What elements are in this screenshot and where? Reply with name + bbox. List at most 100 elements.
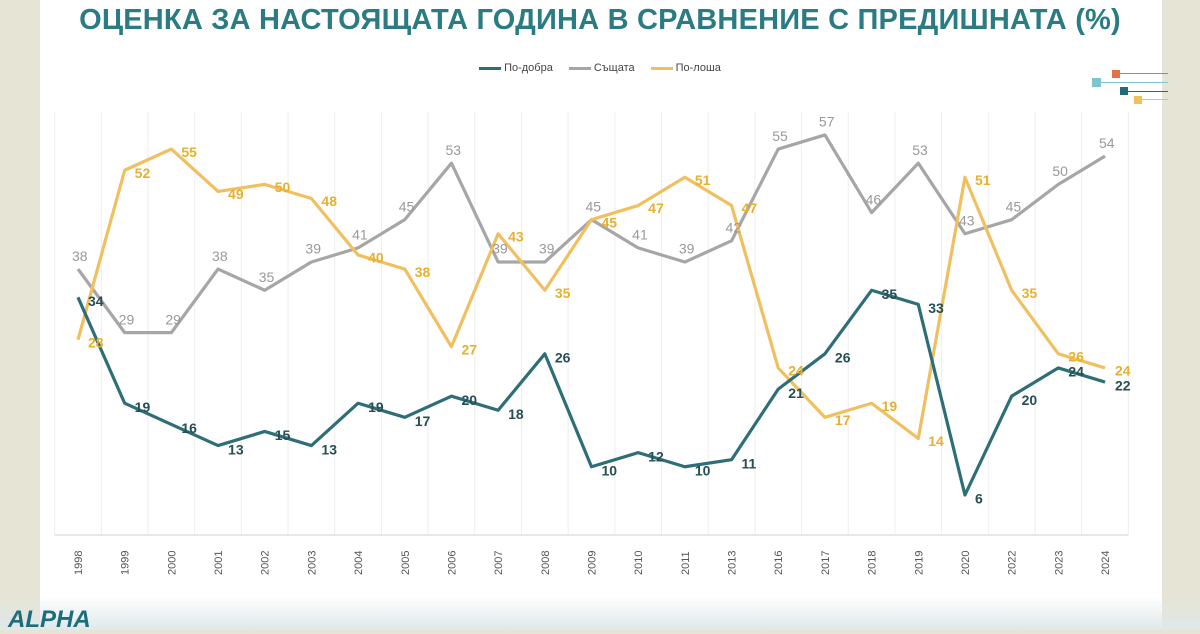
- data-label: 47: [742, 200, 758, 216]
- x-tick-label: 2013: [727, 551, 739, 575]
- legend-swatch: [650, 66, 673, 70]
- x-tick-label: 2016: [773, 551, 785, 575]
- data-label: 35: [882, 286, 898, 302]
- data-label: 24: [1068, 364, 1084, 380]
- legend: По-добра Същата По-лоша: [0, 62, 1200, 74]
- data-label: 42: [726, 220, 742, 236]
- data-label: 43: [508, 228, 524, 244]
- data-label: 45: [602, 214, 618, 230]
- data-label: 29: [119, 311, 135, 327]
- series-line-0: [76, 288, 1106, 497]
- x-tick-label: 2009: [587, 551, 599, 575]
- data-label: 28: [88, 334, 104, 350]
- x-tick-label: 2004: [353, 551, 365, 575]
- x-tick-label: 1998: [73, 551, 85, 575]
- data-label: 19: [882, 398, 898, 414]
- legend-item: По-лоша: [650, 62, 721, 74]
- x-tick-label: 1999: [120, 551, 132, 575]
- data-label: 11: [742, 455, 757, 471]
- data-label: 57: [819, 114, 835, 130]
- data-label: 24: [1115, 363, 1131, 379]
- data-label: 35: [1022, 285, 1038, 301]
- data-label: 53: [912, 142, 928, 158]
- data-label: 24: [788, 363, 804, 379]
- series-line-1: [76, 133, 1106, 335]
- x-tick-label: 2001: [213, 551, 225, 575]
- data-label: 20: [461, 392, 477, 408]
- data-label: 15: [275, 427, 291, 443]
- x-tick-label: 2003: [306, 551, 318, 575]
- alpha-research-logo: ALPHA: [8, 606, 91, 633]
- data-label: 29: [165, 311, 181, 327]
- data-label: 27: [461, 341, 477, 357]
- data-label: 39: [679, 241, 695, 257]
- x-tick-label: 2018: [867, 551, 879, 575]
- data-label: 26: [1068, 349, 1084, 365]
- data-label: 14: [928, 433, 944, 449]
- data-label: 19: [135, 399, 151, 415]
- data-label: 26: [835, 350, 851, 366]
- data-label: 39: [305, 241, 321, 257]
- data-label: 38: [212, 248, 228, 264]
- data-label: 33: [928, 300, 944, 316]
- x-tick-label: 2019: [913, 551, 925, 575]
- data-label: 39: [539, 241, 555, 257]
- data-label: 13: [228, 441, 244, 457]
- data-label: 21: [788, 385, 804, 401]
- data-label: 10: [695, 462, 711, 478]
- data-label: 49: [228, 186, 244, 202]
- data-label: 34: [88, 293, 104, 309]
- x-tick-label: 2024: [1100, 551, 1112, 575]
- data-label: 12: [648, 448, 664, 464]
- data-label: 54: [1099, 135, 1115, 151]
- data-label: 35: [555, 285, 571, 301]
- data-label: 51: [975, 172, 991, 188]
- data-label: 46: [866, 191, 882, 207]
- legend-label: По-лоша: [675, 62, 721, 74]
- legend-label: Същата: [593, 62, 635, 74]
- winter-decoration: [0, 596, 1200, 630]
- legend-item: По-добра: [479, 62, 553, 74]
- legend-swatch: [479, 66, 502, 70]
- chart-title: ОЦЕНКА ЗА НАСТОЯЩАТА ГОДИНА В СРАВНЕНИЕ …: [79, 4, 1121, 36]
- x-tick-label: 2005: [400, 551, 412, 575]
- x-tick-label: 2008: [540, 551, 552, 575]
- data-label: 52: [135, 165, 151, 181]
- data-label: 50: [275, 179, 291, 195]
- data-label: 26: [555, 350, 571, 366]
- x-tick-label: 2022: [1007, 551, 1019, 575]
- data-label: 17: [415, 413, 431, 429]
- legend-swatch: [568, 66, 591, 70]
- x-tick-label: 2002: [260, 551, 272, 575]
- data-label: 55: [772, 128, 788, 144]
- data-label: 22: [1115, 378, 1131, 394]
- data-label: 50: [1052, 163, 1068, 179]
- data-label: 18: [508, 406, 524, 422]
- x-tick-label: 2010: [633, 551, 645, 575]
- data-label: 55: [181, 144, 197, 160]
- data-label: 38: [415, 264, 431, 280]
- data-label: 40: [368, 250, 384, 266]
- data-label: 39: [492, 241, 508, 257]
- data-label: 38: [72, 248, 88, 264]
- x-tick-label: 2011: [680, 551, 692, 575]
- legend-label: По-добра: [504, 62, 553, 74]
- data-label: 45: [399, 198, 415, 214]
- x-tick-label: 2020: [960, 551, 972, 575]
- data-label: 47: [648, 200, 664, 216]
- legend-item: Същата: [568, 62, 635, 74]
- series-line-2: [76, 147, 1106, 441]
- data-label: 6: [975, 491, 983, 507]
- chart-panel: [40, 0, 1162, 630]
- data-label: 13: [321, 441, 337, 457]
- data-label: 41: [352, 227, 368, 243]
- data-label: 20: [1022, 392, 1038, 408]
- data-label: 51: [695, 172, 711, 188]
- data-label: 43: [959, 212, 975, 228]
- data-label: 45: [1006, 198, 1022, 214]
- x-tick-label: 2006: [446, 551, 458, 575]
- x-tick-label: 2000: [166, 551, 178, 575]
- data-label: 53: [445, 142, 461, 158]
- data-label: 16: [181, 420, 197, 436]
